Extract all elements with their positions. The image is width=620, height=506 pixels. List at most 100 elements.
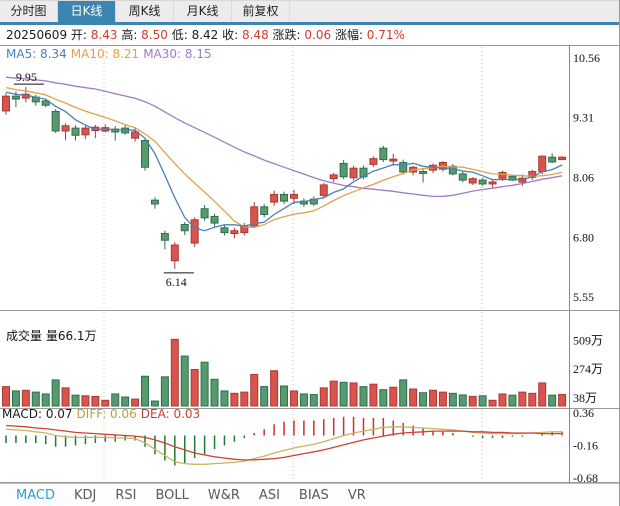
ohlc-segment: 8.50 [141, 28, 172, 42]
volume-bar [170, 338, 179, 407]
chart-canvas: 9.95 6.14 10.56 9.31 8.06 6.80 5.55 509万 274万 38万… [0, 45, 619, 483]
volume-bar [428, 389, 437, 407]
volume-axis-label: 274万 [573, 362, 603, 376]
indicator-tab-kdj[interactable]: KDJ [73, 487, 97, 503]
ohlc-segment: 8.42 [191, 28, 223, 42]
volume-bar [111, 393, 120, 407]
candle-body [230, 230, 239, 235]
indicator-tab-vr[interactable]: VR [347, 487, 366, 503]
indicator-tab-asi[interactable]: ASI [258, 487, 280, 503]
pane-separators [0, 45, 619, 483]
ohlc-segment: 0.71% [366, 28, 405, 42]
macd-legend-item: DIFF: 0.06 [76, 407, 137, 421]
candle-body [121, 127, 130, 134]
candle-body [11, 95, 20, 100]
volume-bar [11, 390, 20, 407]
candle-body [478, 179, 487, 185]
candle-body [280, 193, 289, 202]
volume-bar [280, 385, 289, 407]
volume-bar [438, 391, 447, 407]
volume-bar [468, 395, 477, 407]
period-tab[interactable]: 分时图 [0, 1, 58, 22]
macd-layer [5, 416, 563, 466]
volume-bar [508, 394, 517, 407]
indicator-tab-bias[interactable]: BIAS [298, 487, 329, 503]
candle-body [369, 158, 378, 165]
macd-axis-label: -0.16 [573, 439, 598, 453]
volume-bar [548, 394, 557, 407]
volume-bar [369, 383, 378, 407]
candle-body [289, 193, 298, 199]
ma-legend-item: MA30: 8.15 [143, 47, 212, 61]
volume-bar [61, 387, 70, 407]
price-axis-label: 10.56 [573, 51, 600, 65]
volume-bar [299, 393, 308, 407]
period-tabbar: 分时图 日K线 周K线 月K线 前复权 [0, 0, 619, 22]
volume-bar [71, 394, 80, 407]
indicator-tab-wr[interactable]: W&R [207, 487, 240, 503]
volume-bar [190, 369, 199, 407]
macd-axis-label: -0.68 [573, 471, 598, 483]
candle-body [260, 206, 269, 215]
candle-body [220, 227, 229, 234]
volume-bar [528, 392, 537, 407]
ma-legend-item: MA10: 8.21 [70, 47, 140, 61]
candle-body [488, 181, 497, 185]
volume-bar [41, 393, 50, 407]
candle-body [349, 167, 358, 179]
period-tab[interactable]: 月K线 [174, 1, 232, 22]
candle-body [379, 147, 388, 161]
ohlc-infobar: 20250609 开: 8.43 高: 8.50 低: 8.42 收: 8.48… [0, 25, 619, 45]
indicator-tab-rsi[interactable]: RSI [115, 487, 137, 503]
candle-body [518, 177, 527, 183]
price-annotations: 9.95 6.14 [13, 70, 194, 289]
low-annotation: 6.14 [166, 275, 187, 289]
volume-axis-label: 38万 [573, 391, 597, 405]
volume-bar [478, 395, 487, 407]
volume-bar [2, 386, 10, 407]
volume-bar [538, 382, 547, 407]
volume-bar [220, 390, 229, 407]
ohlc-segment: 涨幅: [334, 28, 367, 42]
ohlc-segment: 8.48 [241, 28, 273, 42]
price-axis-label: 5.55 [573, 290, 594, 304]
ohlc-segment: 20250609 开: [6, 28, 91, 42]
volume-bar [399, 379, 408, 407]
period-tab[interactable]: 前复权 [232, 1, 290, 22]
price-axis-label: 6.80 [573, 230, 594, 244]
macd-labels: MACD: 0.07 DIFF: 0.06 DEA: 0.03 [2, 407, 204, 421]
macd-legend-item: MACD: 0.07 [2, 407, 73, 421]
ohlc-segment: 0.06 [304, 28, 335, 42]
volume-bar [558, 393, 567, 407]
ohlc-segment: 高: [121, 28, 142, 42]
volume-bar [260, 386, 269, 407]
candle-body [170, 244, 179, 262]
period-tab[interactable]: 日K线 [58, 1, 116, 22]
volume-bar [498, 393, 507, 407]
volume-bar [379, 389, 388, 407]
indicator-tab-macd[interactable]: MACD [16, 487, 55, 503]
volume-bar [131, 398, 140, 407]
price-axis-label: 9.31 [573, 111, 594, 125]
candle-body [468, 178, 477, 184]
dea-line [5, 424, 563, 461]
ma10-line [5, 86, 563, 228]
candle-body [558, 156, 567, 161]
ohlc-segment: 低: [171, 28, 192, 42]
volume-bar [289, 390, 298, 407]
candle-body [81, 127, 90, 136]
volume-bar [270, 370, 279, 407]
period-tab[interactable]: 周K线 [116, 1, 174, 22]
indicator-tab-boll[interactable]: BOLL [155, 487, 189, 503]
volume-layer [2, 338, 567, 407]
candle-body [2, 95, 10, 112]
volume-bar [200, 361, 209, 407]
candle-body [41, 100, 50, 106]
ma-legend-item: MA5: 8.34 [6, 47, 67, 61]
candle-body [319, 184, 328, 196]
volume-label: 成交量 量66.1万 [6, 329, 97, 343]
candle-body [419, 171, 428, 174]
volume-bar [250, 373, 259, 407]
macd-legend-item: DEA: 0.03 [140, 407, 201, 421]
